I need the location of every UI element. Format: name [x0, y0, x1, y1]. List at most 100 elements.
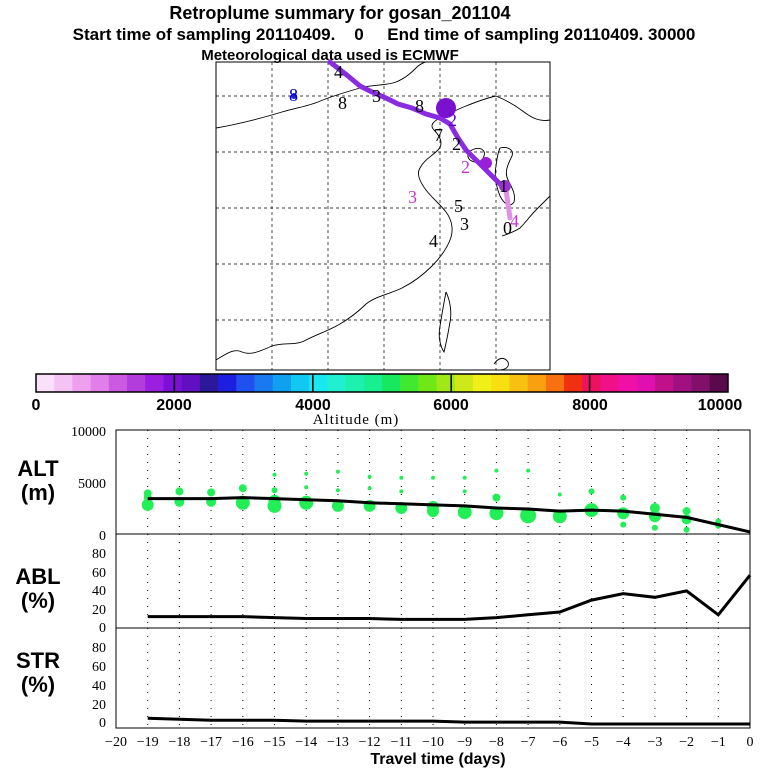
alt-dot — [683, 526, 690, 533]
alt-dot — [462, 475, 467, 480]
alt-dot — [335, 469, 340, 474]
x-axis-label: Travel time (days) — [370, 751, 505, 768]
map-marker: 8 — [415, 96, 424, 116]
x-tick-label: 0 — [747, 735, 754, 750]
alt-dot — [431, 475, 435, 480]
alt-dot — [552, 509, 567, 524]
abl-yunit: (%) — [21, 588, 55, 613]
colorbar-swatch — [90, 374, 110, 392]
map-marker: 4 — [429, 231, 438, 251]
alt-yunit: (m) — [21, 480, 55, 505]
x-tick-label: −12 — [359, 735, 381, 750]
colorbar-swatch — [382, 374, 401, 392]
title-line-2: Start time of sampling 20110409. 0 End t… — [73, 25, 696, 44]
map-marker: 2 — [461, 157, 470, 177]
x-tick-label: −11 — [391, 735, 412, 750]
map-marker: 8 — [289, 85, 298, 105]
x-tick-label: −2 — [679, 735, 694, 750]
alt-dot — [682, 507, 691, 516]
colorbar-swatch — [436, 374, 456, 392]
trajectory-path — [327, 59, 509, 193]
str-ytick-40: 40 — [92, 679, 106, 694]
alt-panel: 10000 5000 0 ALT (m) — [17, 425, 751, 544]
colorbar-swatch — [309, 374, 328, 392]
map-marker: 1 — [499, 176, 508, 196]
release-point-large — [436, 98, 456, 118]
x-tick-label: −3 — [647, 735, 662, 750]
alt-dot — [271, 487, 278, 494]
colorbar-swatch — [691, 374, 711, 392]
x-tick-label: −17 — [200, 735, 222, 750]
x-tick-label: −10 — [422, 735, 444, 750]
alt-dot — [494, 468, 499, 473]
x-tick-label: −13 — [327, 735, 349, 750]
alt-ylabel: ALT — [17, 456, 59, 481]
alt-dot — [457, 505, 472, 520]
alt-dot — [462, 489, 467, 494]
x-tick-label: −7 — [521, 735, 536, 750]
alt-ytick-5000: 5000 — [78, 477, 106, 492]
colorbar-swatch — [272, 374, 292, 392]
alt-ytick-0: 0 — [99, 529, 106, 544]
x-tick-label: −9 — [457, 735, 472, 750]
colorbar-swatch — [327, 374, 346, 392]
x-tick-label: −18 — [168, 735, 190, 750]
colorbar-tick-8000: 8000 — [572, 397, 608, 414]
alt-dots — [141, 468, 722, 533]
coastlines — [215, 61, 551, 371]
x-tick-label: −15 — [264, 735, 286, 750]
colorbar-swatch — [145, 374, 164, 392]
abl-line — [147, 574, 752, 621]
altitude-colorbar: 0 2000 4000 6000 8000 10000 Altitude (m) — [32, 373, 742, 428]
map-marker: 3 — [460, 214, 469, 234]
x-axis-ticks: −20 −19 −18 −17 −16 −15 −14 −13 −12 −11 −10 −9 −8 −7−… — [105, 735, 753, 750]
colorbar-swatch — [108, 374, 128, 392]
colorbar-swatch — [454, 374, 474, 392]
colorbar-swatch — [72, 374, 92, 392]
map-marker: 4 — [510, 211, 519, 231]
str-ylabel: STR — [16, 648, 60, 673]
x-tick-label: −20 — [105, 735, 127, 750]
colorbar-swatch — [564, 374, 583, 392]
alt-dot — [272, 472, 277, 477]
colorbar-swatch — [163, 374, 183, 392]
alt-dot — [651, 524, 658, 531]
alt-mean-line — [147, 496, 751, 534]
release-point-end — [499, 180, 511, 192]
map-marker: 2 — [452, 134, 461, 154]
alt-dot — [304, 471, 309, 476]
alt-dot — [267, 498, 282, 513]
colorbar-swatch — [290, 374, 310, 392]
abl-ytick-80: 80 — [92, 547, 106, 562]
alt-dot — [331, 499, 344, 512]
map-marker: 3 — [408, 187, 417, 207]
alt-dot — [620, 521, 627, 528]
colorbar-swatch — [527, 374, 547, 392]
str-gridmarks — [115, 628, 751, 728]
colorbar-tick-2000: 2000 — [156, 397, 192, 414]
alt-dot — [492, 493, 501, 502]
colorbar-swatch — [400, 374, 419, 392]
colorbar-swatch — [545, 374, 565, 392]
release-point-medium — [480, 157, 492, 169]
alt-dot — [620, 494, 627, 501]
x-tick-label: −6 — [552, 735, 567, 750]
x-tick-label: −8 — [489, 735, 504, 750]
colorbar-swatch — [491, 374, 510, 392]
trajectory — [291, 59, 513, 221]
alt-dot — [235, 495, 250, 510]
colorbar-swatch — [127, 374, 146, 392]
colorbar-tick-0: 0 — [32, 397, 41, 414]
colorbar-tick-4000: 4000 — [295, 397, 331, 414]
colorbar-swatch — [363, 374, 383, 392]
alt-dot — [588, 488, 595, 495]
map-day-markers: 4 8 8 3 8 2 7 2 2 1 3 5 3 4 0 4 — [289, 62, 519, 251]
map-marker: 5 — [454, 196, 463, 216]
colorbar-swatch — [509, 374, 529, 392]
alt-dot — [207, 488, 216, 497]
abl-frame — [115, 533, 751, 629]
str-line — [147, 716, 750, 726]
colorbar-swatch — [582, 374, 601, 392]
x-tick-label: −14 — [295, 735, 317, 750]
